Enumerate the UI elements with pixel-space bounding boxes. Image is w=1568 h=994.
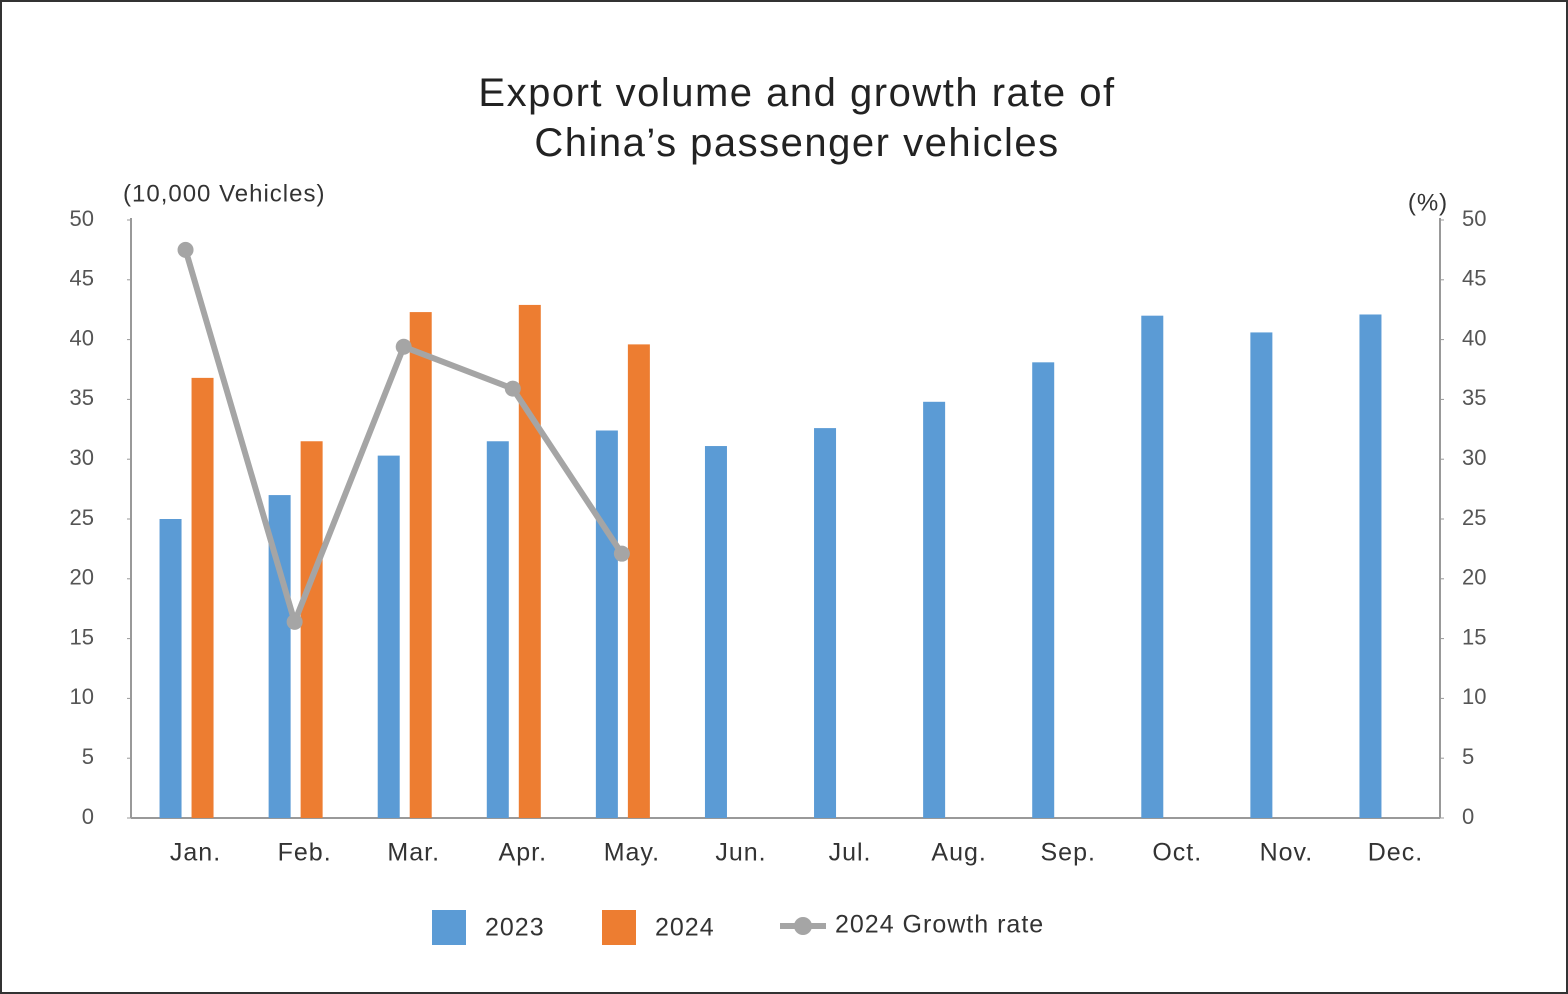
x-tick-label: May.	[604, 839, 660, 867]
x-tick-label: Nov.	[1260, 839, 1314, 867]
line-point	[286, 613, 303, 630]
x-tick-label: Sep.	[1040, 839, 1095, 867]
bar	[268, 495, 291, 818]
bar	[409, 312, 432, 818]
y2-tick-label: 50	[1462, 206, 1486, 231]
bar	[191, 377, 214, 818]
y-tick-label: 30	[70, 445, 94, 470]
x-tick-label: Jan.	[170, 839, 221, 867]
bar	[486, 441, 509, 818]
legend-marker	[794, 917, 812, 935]
y2-tick-label: 40	[1462, 325, 1486, 350]
y-tick-label: 40	[70, 325, 94, 350]
line	[182, 249, 625, 625]
x-tick-label: Feb.	[278, 839, 332, 867]
y2-tick-label: 25	[1462, 505, 1486, 530]
y2-tick-label: 15	[1462, 624, 1486, 649]
x-tick-label: Dec.	[1368, 839, 1423, 867]
y-axis-label: (10,000 Vehicles)	[123, 180, 325, 207]
y-tick-label: 20	[70, 565, 94, 590]
y-tick-label: 15	[70, 624, 94, 649]
y-tick-label: 45	[70, 266, 94, 291]
bar	[1141, 315, 1164, 818]
y2-tick-label: 45	[1462, 266, 1486, 291]
y-tick-label: 10	[70, 684, 94, 709]
y2-tick-label: 5	[1462, 744, 1474, 769]
bar	[518, 304, 541, 818]
bar	[1032, 362, 1055, 818]
x-tick-label: Jul.	[829, 839, 872, 867]
bar	[923, 401, 946, 818]
line-point	[504, 380, 521, 397]
y2-tick-label: 10	[1462, 684, 1486, 709]
line-point	[613, 545, 630, 562]
y-tick-label: 50	[70, 206, 94, 231]
y-tick-label: 0	[82, 804, 94, 829]
bar	[1359, 314, 1382, 818]
bar	[159, 519, 182, 818]
x-tick-label: Aug.	[931, 839, 986, 867]
y2-tick-label: 20	[1462, 565, 1486, 590]
x-tick-label: Oct.	[1152, 839, 1202, 867]
legend-label: 2024 Growth rate	[835, 911, 1044, 939]
bar	[1250, 332, 1273, 818]
line-point	[395, 338, 412, 355]
line-point	[177, 241, 194, 258]
x-tick-label: Apr.	[499, 839, 547, 867]
y-tick-label: 25	[70, 505, 94, 530]
bar	[595, 430, 618, 818]
bar	[300, 441, 323, 818]
y-tick-label: 35	[70, 385, 94, 410]
bar	[627, 344, 650, 818]
legend-label: 2024	[655, 914, 715, 942]
legend-swatch	[602, 910, 636, 945]
y2-tick-label: 30	[1462, 445, 1486, 470]
bar	[814, 428, 837, 818]
y2-tick-label: 35	[1462, 385, 1486, 410]
chart-title: Export volume and growth rate of China’s…	[478, 71, 1116, 165]
y2-tick-label: 0	[1462, 804, 1474, 829]
legend-label: 2023	[485, 914, 545, 942]
y2-axis-label: (%)	[1408, 189, 1448, 216]
bar	[377, 455, 400, 818]
x-tick-label: Jun.	[715, 839, 766, 867]
y-tick-label: 5	[82, 744, 94, 769]
x-tick-label: Mar.	[387, 839, 440, 867]
bar	[704, 446, 727, 818]
legend-swatch	[432, 910, 466, 945]
